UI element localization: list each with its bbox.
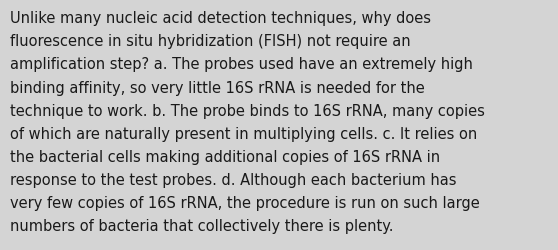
Text: technique to work. b. The probe binds to 16S rRNA, many copies: technique to work. b. The probe binds to…: [10, 103, 485, 118]
Text: of which are naturally present in multiplying cells. c. It relies on: of which are naturally present in multip…: [10, 126, 477, 141]
Text: the bacterial cells making additional copies of 16S rRNA in: the bacterial cells making additional co…: [10, 149, 440, 164]
Text: response to the test probes. d. Although each bacterium has: response to the test probes. d. Although…: [10, 172, 456, 187]
Text: numbers of bacteria that collectively there is plenty.: numbers of bacteria that collectively th…: [10, 218, 393, 233]
Text: Unlike many nucleic acid detection techniques, why does: Unlike many nucleic acid detection techn…: [10, 11, 431, 26]
Text: very few copies of 16S rRNA, the procedure is run on such large: very few copies of 16S rRNA, the procedu…: [10, 195, 480, 210]
Text: amplification step? a. The probes used have an extremely high: amplification step? a. The probes used h…: [10, 57, 473, 72]
Text: binding affinity, so very little 16S rRNA is needed for the: binding affinity, so very little 16S rRN…: [10, 80, 425, 95]
Text: fluorescence in situ hybridization (FISH) not require an: fluorescence in situ hybridization (FISH…: [10, 34, 411, 49]
